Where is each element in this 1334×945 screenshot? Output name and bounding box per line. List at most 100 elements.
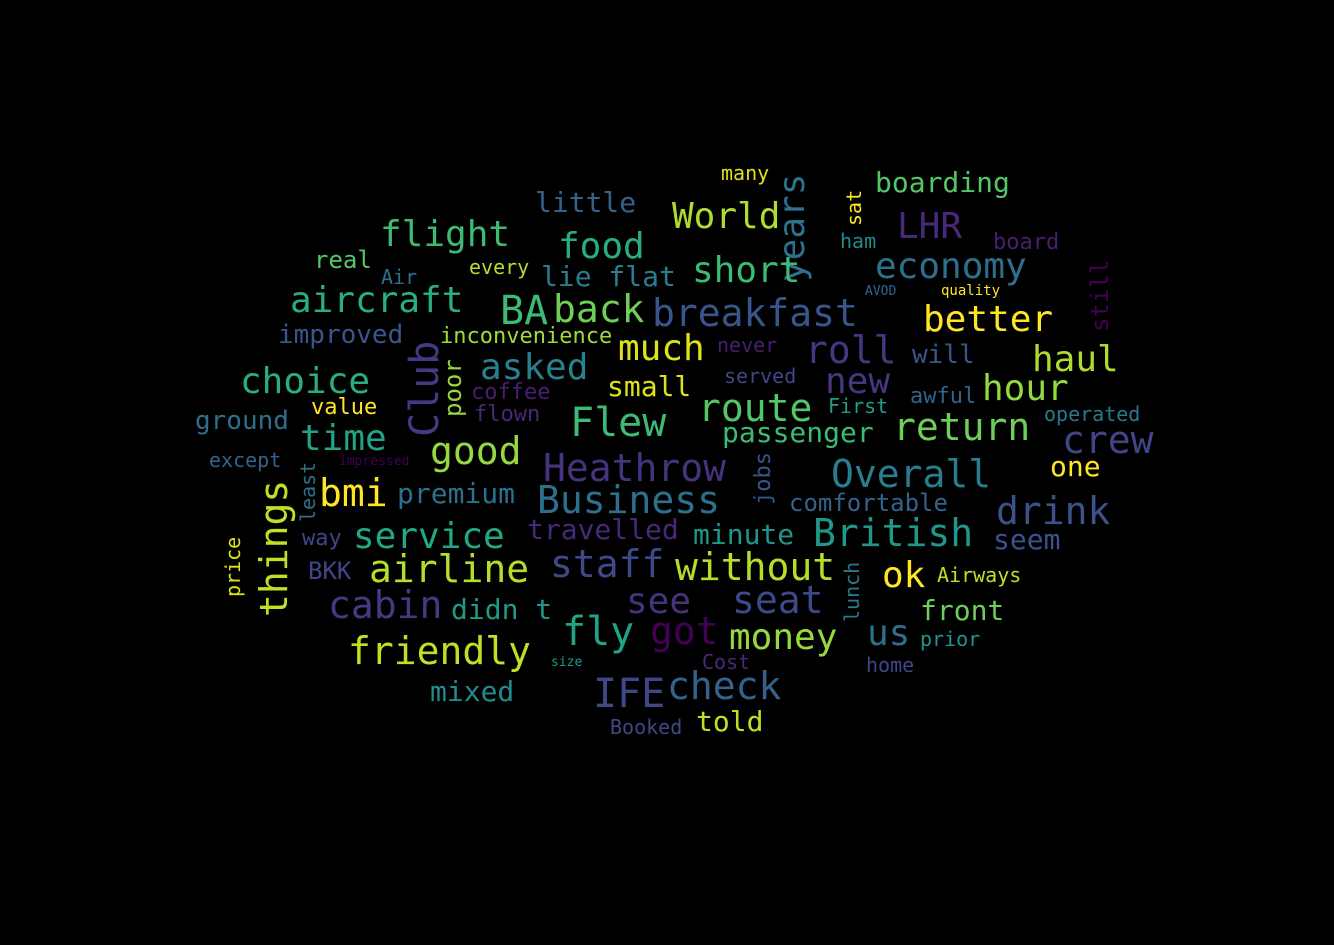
word-ba: BA bbox=[500, 288, 548, 334]
word-bmi: bmi bbox=[319, 471, 388, 515]
word-ok: ok bbox=[882, 555, 926, 596]
word-see: see bbox=[626, 581, 691, 622]
word-travelled: travelled bbox=[527, 513, 679, 546]
word-little: little bbox=[535, 186, 636, 219]
word-club: Club bbox=[402, 341, 448, 437]
word-impressed: impressed bbox=[339, 454, 409, 469]
word-passenger: passenger bbox=[722, 416, 874, 449]
word-things: things bbox=[252, 480, 296, 617]
word-real: real bbox=[314, 246, 372, 274]
word-coffee: coffee bbox=[471, 380, 550, 405]
word-friendly: friendly bbox=[348, 629, 531, 673]
word-front: front bbox=[920, 594, 1004, 627]
word-time: time bbox=[300, 418, 387, 459]
word-flew: Flew bbox=[570, 400, 667, 446]
word-flight: flight bbox=[380, 214, 510, 255]
word-airline: airline bbox=[369, 547, 529, 591]
word-price: price bbox=[221, 537, 245, 597]
word-booked: Booked bbox=[610, 715, 682, 739]
word-lie-flat: lie flat bbox=[541, 260, 676, 293]
word-world: World bbox=[672, 196, 780, 237]
word-ham: ham bbox=[840, 229, 876, 253]
word-route: route bbox=[698, 386, 812, 430]
word-air: Air bbox=[381, 265, 417, 289]
word-never: never bbox=[717, 333, 777, 357]
word-fly: fly bbox=[562, 609, 634, 655]
word-ground: ground bbox=[195, 406, 289, 436]
word-asked: asked bbox=[480, 347, 588, 388]
word-operated: operated bbox=[1044, 402, 1140, 426]
word-except: except bbox=[209, 448, 281, 472]
word-jobs: jobs bbox=[751, 452, 776, 505]
word-airways: Airways bbox=[937, 563, 1021, 587]
word-value: value bbox=[311, 395, 377, 420]
word-service: service bbox=[353, 516, 505, 557]
word-way: way bbox=[302, 526, 342, 551]
word-overall: Overall bbox=[831, 452, 991, 496]
word-quality: quality bbox=[941, 283, 1000, 299]
word-small: small bbox=[607, 370, 691, 403]
word-served: served bbox=[724, 364, 796, 388]
word-board: board bbox=[993, 230, 1059, 255]
word-business: Business bbox=[537, 478, 720, 522]
word-poor: poor bbox=[439, 359, 467, 417]
word-seat: seat bbox=[732, 578, 824, 622]
word-much: much bbox=[618, 328, 705, 369]
word-got: got bbox=[650, 609, 719, 653]
word-back: back bbox=[553, 287, 645, 331]
word-drink: drink bbox=[996, 489, 1111, 533]
word-lunch: lunch bbox=[840, 562, 864, 622]
word-aircraft: aircraft bbox=[290, 280, 463, 321]
word-cost: Cost bbox=[702, 650, 750, 674]
word-haul: haul bbox=[1032, 339, 1119, 380]
word-choice: choice bbox=[240, 361, 370, 402]
word-good: good bbox=[430, 429, 522, 473]
word-every: every bbox=[469, 255, 529, 279]
word-ife: IFE bbox=[593, 671, 665, 717]
word-boarding: boarding bbox=[875, 166, 1010, 199]
word-first: First bbox=[828, 394, 888, 418]
word-prior: prior bbox=[920, 627, 980, 651]
word-check: check bbox=[667, 664, 782, 708]
word-size: size bbox=[551, 655, 582, 670]
word-new: new bbox=[825, 361, 890, 402]
word-short: short bbox=[692, 250, 800, 291]
word-us: us bbox=[867, 613, 910, 654]
word-premium: premium bbox=[397, 477, 515, 510]
word-didn-t: didn t bbox=[451, 593, 552, 626]
word-bkk: BKK bbox=[308, 557, 352, 585]
word-still: still bbox=[1086, 260, 1114, 332]
word-awful: awful bbox=[910, 384, 976, 409]
word-economy: economy bbox=[875, 246, 1027, 287]
word-home: home bbox=[866, 653, 914, 677]
word-without: without bbox=[675, 545, 835, 589]
word-inconvenience: inconvenience bbox=[440, 324, 612, 349]
word-staff: staff bbox=[550, 542, 664, 586]
word-flown: flown bbox=[474, 402, 540, 427]
word-avod: AVOD bbox=[865, 284, 896, 299]
word-breakfast: breakfast bbox=[652, 291, 858, 335]
word-british: British bbox=[813, 511, 973, 555]
word-told: told bbox=[696, 705, 763, 738]
word-hour: hour bbox=[982, 368, 1069, 409]
word-minute: minute bbox=[693, 518, 794, 551]
word-roll: roll bbox=[805, 328, 897, 372]
word-better: better bbox=[923, 299, 1053, 340]
word-sat: sat bbox=[842, 190, 866, 226]
word-crew: crew bbox=[1062, 418, 1154, 462]
word-food: food bbox=[558, 226, 645, 267]
word-mixed: mixed bbox=[430, 675, 514, 708]
word-least: least bbox=[296, 462, 320, 522]
word-lhr: LHR bbox=[897, 206, 962, 247]
word-comfortable: comfortable bbox=[789, 489, 948, 517]
word-many: many bbox=[721, 161, 769, 185]
word-return: return bbox=[893, 405, 1030, 449]
word-will: will bbox=[912, 340, 975, 370]
word-heathrow: Heathrow bbox=[543, 446, 726, 490]
word-money: money bbox=[729, 617, 837, 658]
word-seem: seem bbox=[993, 523, 1060, 556]
word-one: one bbox=[1050, 450, 1101, 483]
word-improved: improved bbox=[278, 320, 403, 350]
word-cabin: cabin bbox=[328, 583, 442, 627]
